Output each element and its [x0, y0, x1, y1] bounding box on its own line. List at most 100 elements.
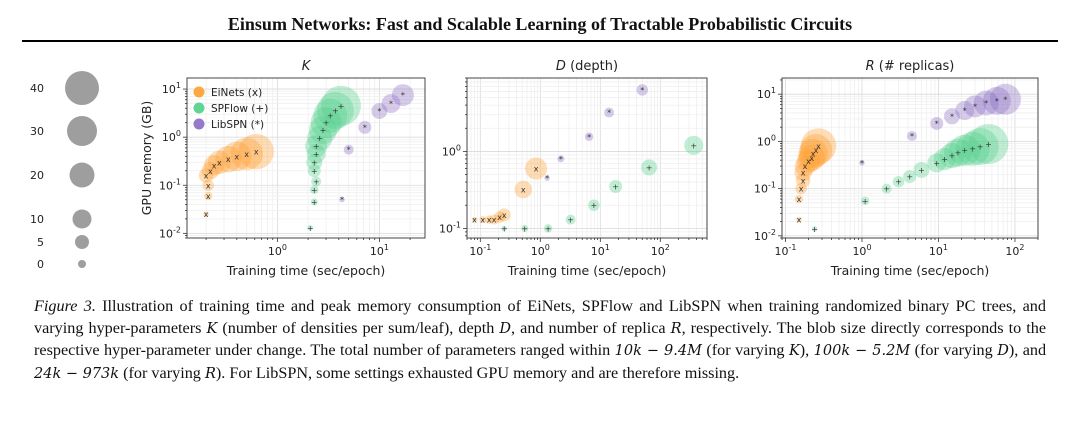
- data-marker-libspn: *: [984, 99, 988, 108]
- data-blob-einets: [201, 162, 220, 180]
- data-blob-einets: [525, 157, 548, 180]
- data-blob-spflow: [609, 180, 623, 194]
- data-marker-libspn: *: [973, 102, 977, 111]
- data-marker-einets: x: [497, 213, 502, 222]
- data-blob-spflow: [968, 124, 1009, 165]
- data-blob-einets: [238, 133, 274, 170]
- data-blob-spflow: [892, 175, 905, 188]
- data-marker-libspn: *: [935, 119, 939, 128]
- y-tick-label: 10-2: [754, 228, 776, 243]
- data-marker-einets: x: [234, 152, 239, 161]
- chart-title: D (depth): [556, 59, 618, 74]
- data-marker-einets: x: [208, 167, 213, 176]
- data-marker-libspn: *: [587, 133, 591, 142]
- data-marker-libspn: *: [640, 86, 644, 95]
- size-legend-label: 40: [30, 82, 44, 95]
- data-marker-spflow: +: [941, 155, 948, 164]
- chart-title: K: [302, 59, 312, 74]
- caption-label: Figure 3.: [34, 297, 96, 315]
- data-blob-spflow: [565, 214, 576, 225]
- data-blob-einets: [489, 214, 500, 225]
- data-marker-einets: x: [487, 216, 492, 225]
- data-marker-libspn: *: [363, 123, 367, 132]
- x-tick-label: 100: [852, 243, 871, 258]
- data-marker-spflow: +: [313, 150, 320, 159]
- data-blob-libspn: [358, 120, 372, 134]
- data-blob-spflow: [306, 154, 323, 171]
- x-tick-label: 101: [929, 243, 948, 258]
- data-marker-libspn: *: [559, 155, 563, 164]
- y-tick-label: 10-1: [754, 181, 776, 196]
- data-marker-spflow: +: [338, 102, 345, 111]
- data-marker-einets: x: [206, 192, 211, 201]
- data-marker-einets: x: [472, 216, 477, 225]
- data-blob-spflow: [501, 225, 507, 232]
- caption-math: D: [997, 343, 1009, 359]
- data-blob-einets: [215, 145, 242, 173]
- data-marker-spflow: +: [323, 119, 330, 128]
- y-tick-label: 10-1: [159, 177, 181, 192]
- data-blob-spflow: [684, 135, 704, 155]
- data-blob-spflow: [881, 183, 892, 194]
- data-marker-libspn: *: [389, 100, 393, 109]
- caption-math: R: [204, 365, 216, 382]
- data-blob-einets: [203, 155, 225, 176]
- data-blob-libspn: [943, 108, 960, 125]
- data-marker-spflow: +: [811, 225, 818, 234]
- data-blob-libspn: [557, 155, 565, 163]
- data-marker-einets: x: [803, 162, 808, 171]
- legend-swatch: [193, 102, 205, 114]
- data-marker-einets: x: [806, 157, 811, 166]
- data-marker-spflow: +: [320, 126, 327, 135]
- data-blob-libspn: [636, 84, 648, 96]
- data-marker-spflow: +: [327, 112, 334, 121]
- caption-text: (for varying: [914, 341, 993, 359]
- caption-math: 24k − 973k: [34, 365, 120, 382]
- data-marker-einets: x: [801, 176, 806, 185]
- data-blob-libspn: [859, 160, 865, 166]
- data-marker-spflow: +: [311, 158, 318, 167]
- data-marker-libspn: *: [950, 112, 954, 121]
- data-blob-einets: [207, 150, 232, 175]
- data-blob-einets: [471, 216, 478, 223]
- data-marker-spflow: +: [969, 145, 976, 154]
- data-marker-spflow: +: [906, 173, 913, 182]
- data-blob-libspn: [343, 144, 354, 155]
- data-blob-spflow: [933, 148, 956, 171]
- data-blob-einets: [794, 163, 812, 182]
- caption-math: K: [206, 320, 218, 337]
- data-marker-libspn: *: [340, 196, 344, 205]
- data-marker-spflow: +: [949, 152, 956, 161]
- data-blob-libspn: [982, 86, 1011, 115]
- data-blob-einets: [230, 137, 263, 171]
- data-blob-spflow: [955, 131, 990, 166]
- data-blob-spflow: [305, 135, 328, 158]
- data-blob-spflow: [939, 143, 965, 169]
- data-marker-einets: x: [204, 171, 209, 180]
- data-blob-spflow: [860, 196, 870, 206]
- data-marker-spflow: +: [311, 198, 318, 207]
- caption-math: 10k − 9.4M: [614, 343, 702, 359]
- data-blob-spflow: [913, 161, 930, 178]
- data-marker-spflow: +: [307, 224, 314, 233]
- data-marker-libspn: *: [860, 159, 864, 168]
- x-axis-label: Training time (sec/epoch): [507, 263, 667, 278]
- size-legend-label: 0: [37, 258, 44, 271]
- data-blob-libspn: [381, 94, 401, 114]
- caption-text: ),: [799, 341, 810, 359]
- data-blob-spflow: [310, 107, 342, 139]
- data-blob-einets: [202, 179, 214, 192]
- size-legend-blob: [78, 260, 86, 268]
- data-marker-spflow: +: [690, 141, 697, 150]
- data-blob-spflow: [811, 226, 818, 232]
- data-marker-einets: x: [799, 185, 804, 194]
- data-blob-libspn: [955, 101, 975, 121]
- caption-math: K: [788, 343, 800, 359]
- data-blob-einets: [794, 194, 804, 204]
- data-marker-einets: x: [801, 168, 806, 177]
- x-tick-label: 101: [370, 243, 389, 258]
- data-blob-libspn: [906, 131, 917, 142]
- data-marker-spflow: +: [918, 166, 925, 175]
- data-marker-libspn: *: [607, 109, 611, 118]
